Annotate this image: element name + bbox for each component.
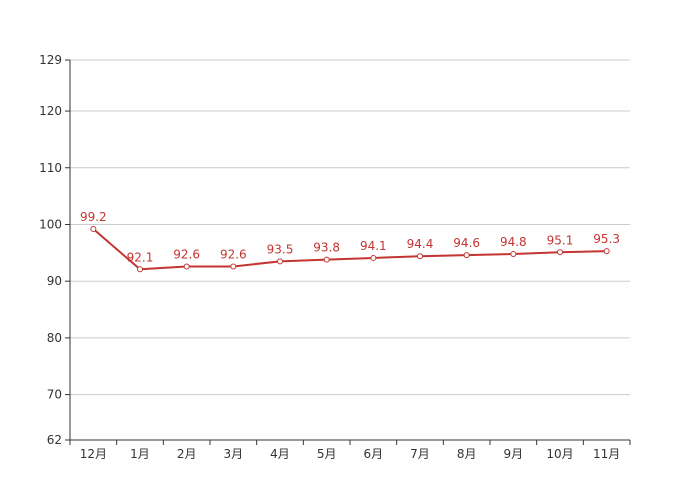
- series-line: [92, 228, 607, 271]
- x-tick-label: 2月: [177, 447, 197, 461]
- x-tick-label: 8月: [457, 447, 477, 461]
- x-tick-label: 10月: [546, 447, 573, 461]
- data-point: [277, 258, 283, 265]
- x-tick-label: 4月: [270, 447, 290, 461]
- y-tick-label: 70: [47, 388, 62, 402]
- data-label: 93.5: [267, 242, 294, 256]
- x-tick-label: 7月: [410, 447, 430, 461]
- axes: 62 70 80 90 100 110 120 129 12月 1月 2月 3月 4月 5月 6月 7月 8月 9…: [39, 53, 631, 461]
- data-labels: 99.2 92.1 92.6 92.6 93.5 93.8 94.1 94.4 94.6 94.8…: [80, 210, 620, 264]
- data-point: [417, 253, 423, 260]
- y-tick-label: 129: [39, 53, 62, 67]
- data-label: 94.6: [453, 236, 480, 250]
- x-tick-label: 3月: [224, 447, 244, 461]
- x-tick-label: 9月: [504, 447, 524, 461]
- y-tick-label: 62: [47, 433, 62, 447]
- data-label: 95.1: [547, 233, 574, 247]
- x-tick-label: 1月: [130, 447, 150, 461]
- data-label: 92.6: [220, 247, 247, 261]
- x-tick-label: 12月: [80, 447, 107, 461]
- x-tick-label: 11月: [593, 447, 620, 461]
- data-label: 92.6: [173, 247, 200, 261]
- y-tick-label: 100: [39, 217, 62, 231]
- data-label: 92.1: [127, 250, 154, 264]
- x-tick-label: 5月: [317, 447, 337, 461]
- data-point: [557, 249, 563, 256]
- y-tick-label: 120: [39, 104, 62, 118]
- data-label: 94.8: [500, 235, 527, 249]
- series-layer: [90, 226, 610, 273]
- data-point: [183, 263, 190, 270]
- x-tick-label: 6月: [364, 447, 384, 461]
- data-label: 99.2: [80, 210, 107, 224]
- y-tick-label: 80: [47, 331, 62, 345]
- data-label: 95.3: [593, 232, 620, 246]
- data-point: [137, 266, 143, 273]
- data-label: 93.8: [313, 241, 340, 255]
- data-point: [510, 250, 517, 257]
- data-point: [603, 248, 610, 255]
- grid-lines: [70, 59, 630, 396]
- data-point: [230, 263, 237, 270]
- y-tick-label: 110: [39, 161, 62, 175]
- data-point: [323, 256, 330, 263]
- y-tick-label: 90: [47, 274, 62, 288]
- data-point: [90, 226, 97, 233]
- data-label: 94.1: [360, 239, 387, 253]
- data-point: [370, 254, 377, 261]
- data-point: [463, 252, 470, 259]
- data-label: 94.4: [407, 237, 434, 251]
